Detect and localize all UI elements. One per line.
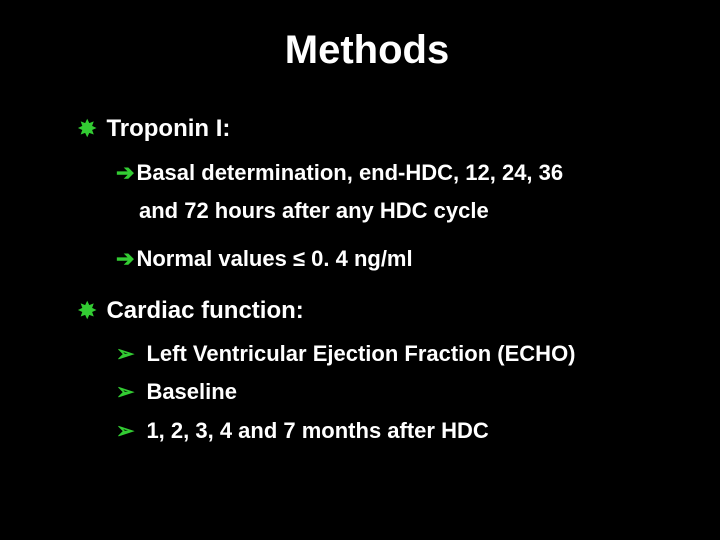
list-item: ➔ Basal determination, end-HDC, 12, 24, … xyxy=(116,157,636,189)
burst-icon: ✸ xyxy=(78,118,96,140)
item-continuation: and 72 hours after any HDC cycle xyxy=(139,195,636,227)
list-item: ➔ Normal values ≤ 0. 4 ng/ml xyxy=(116,243,636,275)
section-heading-cardiac: ✸ Cardiac function: xyxy=(78,297,656,325)
section-heading-troponin: ✸ Troponin I: xyxy=(78,115,656,143)
troponin-items: ➔ Basal determination, end-HDC, 12, 24, … xyxy=(116,157,636,275)
chevron-right-icon: ➢ xyxy=(116,377,134,408)
burst-icon: ✸ xyxy=(78,300,96,322)
item-text: Normal values ≤ 0. 4 ng/ml xyxy=(136,243,636,275)
list-item: ➢ Baseline xyxy=(116,377,636,408)
section-cardiac: ✸ Cardiac function: ➢ Left Ventricular E… xyxy=(78,297,656,447)
section-troponin: ✸ Troponin I: ➔ Basal determination, end… xyxy=(78,115,656,275)
slide-title: Methods xyxy=(78,28,656,73)
arrow-right-icon: ➔ xyxy=(116,157,134,189)
list-item: ➢ 1, 2, 3, 4 and 7 months after HDC xyxy=(116,416,636,447)
chevron-right-icon: ➢ xyxy=(116,416,134,447)
chevron-right-icon: ➢ xyxy=(116,339,134,370)
item-text: Baseline xyxy=(146,377,237,408)
cardiac-items: ➢ Left Ventricular Ejection Fraction (EC… xyxy=(116,339,636,447)
arrow-right-icon: ➔ xyxy=(116,243,134,275)
heading-text: Troponin I: xyxy=(106,115,230,143)
item-text: 1, 2, 3, 4 and 7 months after HDC xyxy=(146,416,488,447)
item-text: Left Ventricular Ejection Fraction (ECHO… xyxy=(146,339,575,370)
heading-text: Cardiac function: xyxy=(106,297,303,325)
list-item: ➢ Left Ventricular Ejection Fraction (EC… xyxy=(116,339,636,370)
item-text: Basal determination, end-HDC, 12, 24, 36 xyxy=(136,157,636,189)
